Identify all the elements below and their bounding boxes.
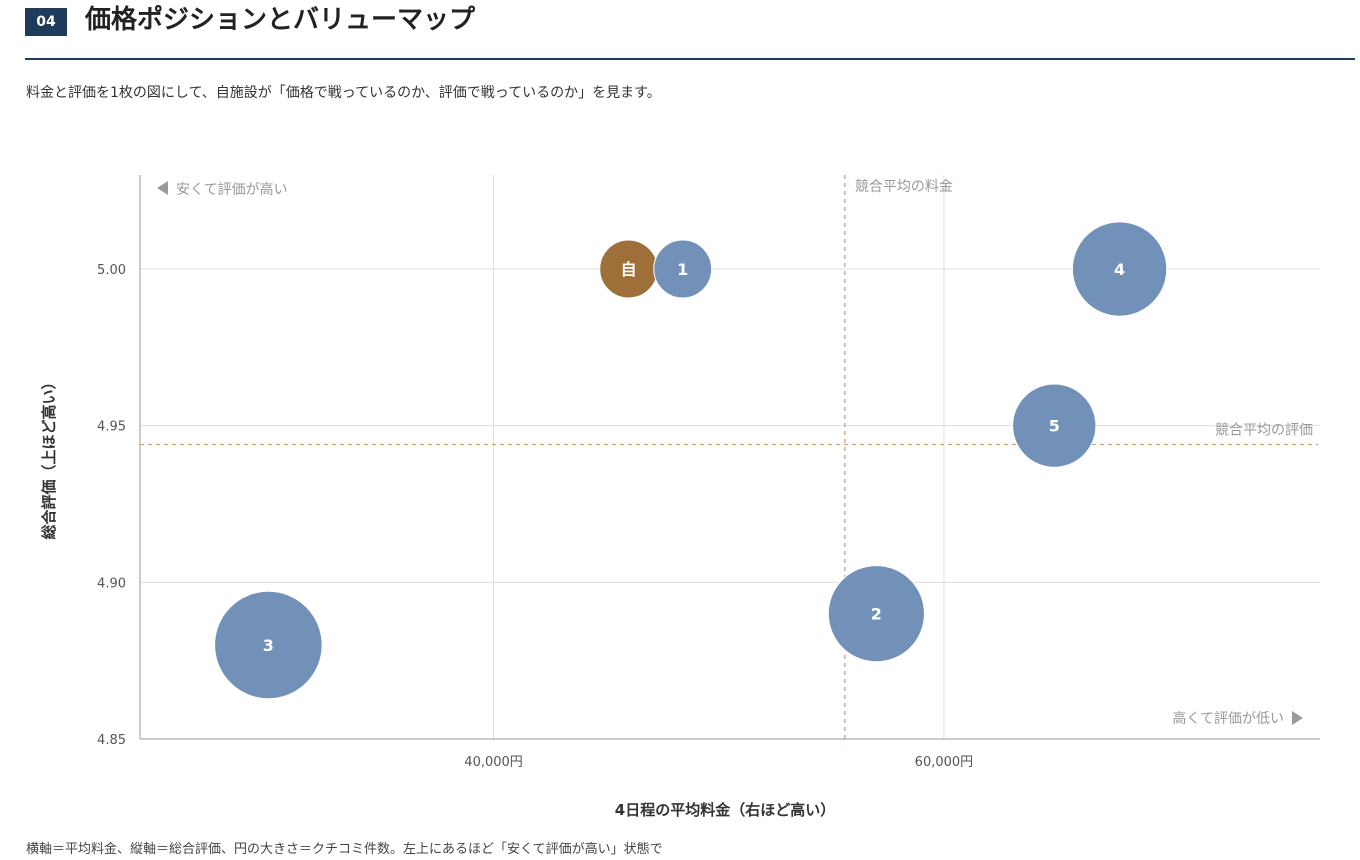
y-tick-label: 5.00	[97, 263, 126, 278]
top-left-annotation: 安くて評価が高い	[176, 181, 288, 198]
arrow-right-icon	[1292, 711, 1303, 725]
axes: 4.85 4.90 4.95 5.00 40,000円 60,000円 4日程の平均料金（右…	[40, 175, 1320, 819]
bubble-1	[653, 239, 713, 299]
bubble-3	[214, 590, 323, 700]
bubble-label: 4	[1114, 260, 1125, 279]
bubble-4	[1071, 221, 1168, 317]
y-tick-label: 4.95	[97, 420, 126, 435]
bubble-label: 2	[871, 605, 882, 624]
chart-caption: 横軸＝平均料金、縦軸＝総合評価、円の大きさ＝クチコミ件数。左上にあるほど「安くて…	[26, 842, 663, 857]
avg-rating-label: 競合平均の評価	[1215, 422, 1313, 438]
bubble-label: 1	[677, 260, 688, 279]
bubbles: 自 1 2 3 4 5	[214, 221, 1168, 700]
section-title: 価格ポジションとバリューマップ	[85, 5, 476, 35]
arrow-left-icon	[157, 181, 168, 195]
avg-price-label: 競合平均の料金	[855, 179, 953, 195]
y-tick-label: 4.85	[97, 733, 126, 748]
x-tick-label: 40,000円	[464, 755, 523, 770]
bubble-label: 自	[621, 260, 637, 279]
bottom-right-annotation: 高くて評価が低い	[1172, 710, 1284, 727]
bubble-2	[827, 565, 925, 663]
bubble-5	[1012, 383, 1097, 468]
section-lead: 料金と評価を1枚の図にして、自施設が「価格で戦っているのか、評価で戦っているのか…	[26, 85, 661, 101]
bubble-label: 5	[1049, 417, 1060, 436]
x-tick-label: 60,000円	[915, 755, 974, 770]
bubble-label: 3	[263, 636, 274, 655]
x-axis-title: 4日程の平均料金（右ほど高い）	[615, 801, 835, 819]
section-number-badge: 04	[25, 8, 67, 36]
y-axis-title: 総合評価（上ほど高い）	[40, 374, 58, 539]
section-header: 04 価格ポジションとバリューマップ	[25, 0, 1355, 60]
y-tick-label: 4.90	[97, 576, 126, 591]
